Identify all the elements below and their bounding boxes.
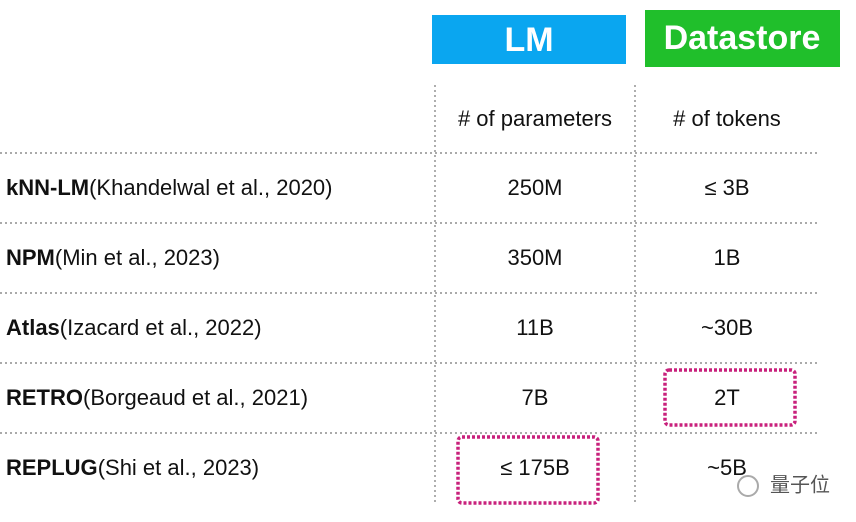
table-body: kNN-LM(Khandelwal et al., 2020) 250M ≤ 3B N…	[0, 152, 820, 480]
datastore-label: Datastore	[664, 19, 821, 57]
highlight	[663, 368, 797, 427]
tokens: 2T	[714, 385, 740, 410]
citation: (Borgeaud et al., 2021)	[83, 385, 308, 410]
method-name: kNN-LM	[6, 175, 89, 200]
tokens: 1B	[714, 245, 741, 270]
method-name: REPLUG	[6, 455, 98, 480]
parameters: 11B	[516, 315, 554, 340]
column-header: # of tokens	[673, 106, 781, 131]
parameters: 250M	[507, 175, 562, 200]
citation: (Shi et al., 2023)	[98, 455, 259, 480]
row-label: RETRO(Borgeaud et al., 2021)	[6, 385, 308, 410]
tokens: ~5B	[707, 455, 747, 480]
method-name: NPM	[6, 245, 55, 270]
tokens: ≤ 3B	[704, 175, 749, 200]
lm-box	[432, 15, 626, 64]
datastore-box	[645, 10, 840, 67]
citation: (Izacard et al., 2022)	[60, 315, 262, 340]
column-header: # of parameters	[458, 106, 612, 131]
parameters: 7B	[522, 385, 549, 410]
tokens: ~30B	[701, 315, 753, 340]
parameters: 350M	[507, 245, 562, 270]
row-label: kNN-LM(Khandelwal et al., 2020)	[6, 175, 332, 200]
lm-label: LM	[504, 21, 553, 59]
citation: (Khandelwal et al., 2020)	[89, 175, 332, 200]
watermark: 量子位	[770, 473, 830, 496]
row-label: NPM(Min et al., 2023)	[6, 245, 220, 270]
method-name: RETRO	[6, 385, 83, 410]
parameters: ≤ 175B	[500, 455, 570, 480]
citation: (Min et al., 2023)	[55, 245, 220, 270]
row-label: Atlas(Izacard et al., 2022)	[6, 315, 262, 340]
watermark-icon	[737, 475, 759, 497]
method-name: Atlas	[6, 315, 60, 340]
highlight	[456, 435, 600, 505]
row-label: REPLUG(Shi et al., 2023)	[6, 455, 259, 480]
